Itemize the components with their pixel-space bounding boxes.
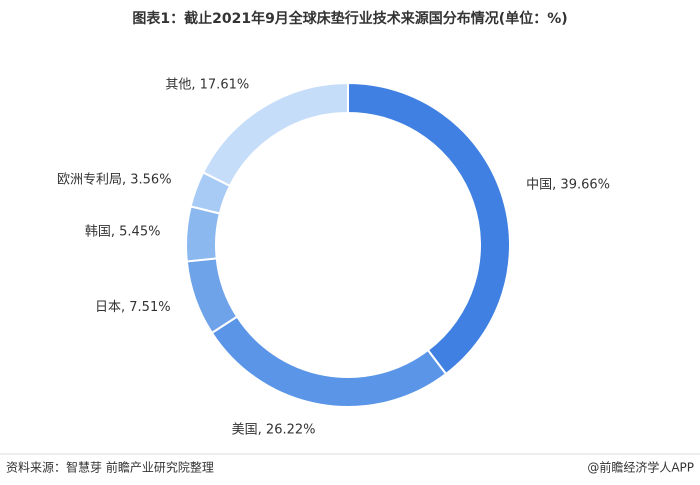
donut xyxy=(185,81,511,408)
slice xyxy=(210,315,448,408)
slice xyxy=(201,81,349,188)
slice xyxy=(185,205,222,263)
data-label: 美国, 26.22% xyxy=(232,423,316,438)
data-label: 欧洲专利局, 3.56% xyxy=(57,173,172,188)
chart-title: 图表1：截止2021年9月全球床垫行业技术来源国分布情况(单位：%) xyxy=(132,10,567,27)
slice xyxy=(347,81,511,376)
data-label: 其他, 17.61% xyxy=(165,78,249,93)
slice xyxy=(185,257,239,335)
brand: @前瞻经济学人APP xyxy=(587,460,694,475)
data-label: 韩国, 5.45% xyxy=(85,224,161,239)
data-label: 日本, 7.51% xyxy=(95,300,171,315)
data-label: 中国, 39.66% xyxy=(526,177,610,192)
source: 资料来源：智慧芽 前瞻产业研究院整理 xyxy=(6,460,214,475)
